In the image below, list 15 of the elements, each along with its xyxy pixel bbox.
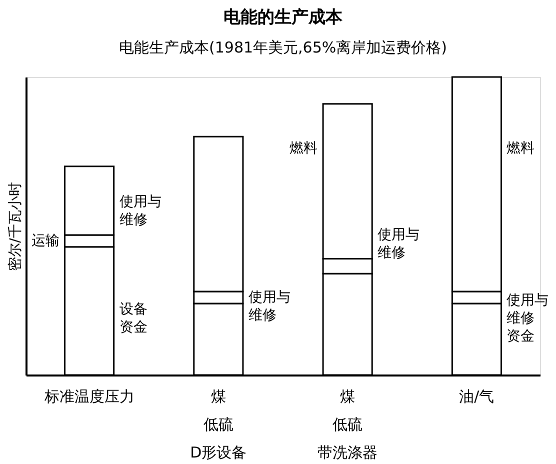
annotation: 设备资金 <box>119 301 148 336</box>
x-tick-label: 油/气 <box>459 388 494 406</box>
chart-subtitle: 电能生产成本(1981年美元,65%离岸加运费价格) <box>119 38 447 56</box>
y-axis-title: 密尔/千瓦小时 <box>8 182 24 271</box>
annotation: 使用与维修 <box>378 226 420 261</box>
annotation: 燃料 <box>506 140 535 157</box>
annotation: 使用与维修 <box>119 194 162 228</box>
annotation: 运输 <box>31 232 60 249</box>
annotation: 燃料 <box>290 140 318 157</box>
x-tick-label: 煤低硫带洗涤器 <box>318 388 378 462</box>
annotation: 使用与维修资金 <box>506 292 549 344</box>
annotation: 使用与维修 <box>248 290 290 324</box>
x-tick-label: 标准温度压力 <box>43 388 134 406</box>
x-tick-label: 煤低硫D形设备 <box>190 388 247 462</box>
chart-title: 电能的生产成本 <box>224 7 344 28</box>
